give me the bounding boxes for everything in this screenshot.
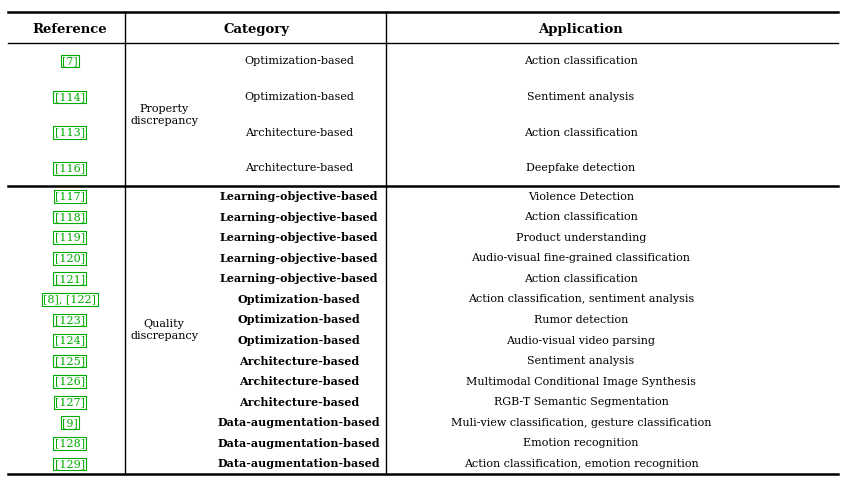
Text: RGB-T Semantic Segmentation: RGB-T Semantic Segmentation [493,397,669,407]
Text: [125]: [125] [55,356,85,366]
Text: [8], [122]: [8], [122] [44,294,96,304]
Text: Architecture-based: Architecture-based [239,376,359,387]
Text: Quality
discrepancy: Quality discrepancy [131,320,198,341]
Text: Action classification: Action classification [524,212,638,222]
Text: Action classification: Action classification [524,56,638,66]
Text: Architecture-based: Architecture-based [239,356,359,367]
Text: Optimization-based: Optimization-based [237,314,360,325]
Text: [119]: [119] [55,233,85,243]
Text: Learning-objective-based: Learning-objective-based [220,253,378,264]
Text: Product understanding: Product understanding [516,233,646,243]
Text: Optimization-based: Optimization-based [237,335,360,346]
Text: [9]: [9] [62,418,77,428]
Text: Property
discrepancy: Property discrepancy [131,104,198,125]
Text: [127]: [127] [55,397,85,407]
Text: Data-augmentation-based: Data-augmentation-based [217,458,381,469]
Text: [118]: [118] [55,212,85,222]
Text: Action classification: Action classification [524,274,638,284]
Text: Data-augmentation-based: Data-augmentation-based [217,438,381,449]
Text: [128]: [128] [55,438,85,448]
Text: Audio-visual video parsing: Audio-visual video parsing [507,336,655,346]
Text: Muli-view classification, gesture classification: Muli-view classification, gesture classi… [450,418,711,428]
Text: [123]: [123] [55,315,85,325]
Text: Action classification: Action classification [524,128,638,138]
Text: [120]: [120] [55,253,85,263]
Text: Architecture-based: Architecture-based [245,128,353,138]
Text: Rumor detection: Rumor detection [534,315,628,325]
Text: Learning-objective-based: Learning-objective-based [220,212,378,223]
Text: Emotion recognition: Emotion recognition [523,438,639,448]
Text: Sentiment analysis: Sentiment analysis [527,92,635,102]
Text: Application: Application [539,23,623,36]
Text: Optimization-based: Optimization-based [244,92,354,102]
Text: [7]: [7] [62,56,77,66]
Text: Multimodal Conditional Image Synthesis: Multimodal Conditional Image Synthesis [466,377,696,387]
Text: Sentiment analysis: Sentiment analysis [527,356,635,366]
Text: Violence Detection: Violence Detection [528,192,634,202]
Text: Action classification, emotion recognition: Action classification, emotion recogniti… [464,459,698,469]
Text: Architecture-based: Architecture-based [239,397,359,408]
Text: Optimization-based: Optimization-based [237,294,360,305]
Text: Architecture-based: Architecture-based [245,163,353,173]
Text: Learning-objective-based: Learning-objective-based [220,273,378,284]
Text: Deepfake detection: Deepfake detection [526,163,636,173]
Text: Learning-objective-based: Learning-objective-based [220,232,378,243]
Text: Category: Category [224,23,290,36]
Text: [113]: [113] [55,128,85,138]
Text: [126]: [126] [55,377,85,387]
Text: [114]: [114] [55,92,85,102]
Text: [117]: [117] [55,192,85,202]
Text: Optimization-based: Optimization-based [244,56,354,66]
Text: [124]: [124] [55,336,85,346]
Text: Reference: Reference [33,23,107,36]
Text: [129]: [129] [55,459,85,469]
Text: Data-augmentation-based: Data-augmentation-based [217,417,381,428]
Text: Audio-visual fine-grained classification: Audio-visual fine-grained classification [472,253,690,263]
Text: Action classification, sentiment analysis: Action classification, sentiment analysi… [468,294,694,304]
Text: [121]: [121] [55,274,85,284]
Text: Learning-objective-based: Learning-objective-based [220,191,378,202]
Text: [116]: [116] [55,163,85,173]
